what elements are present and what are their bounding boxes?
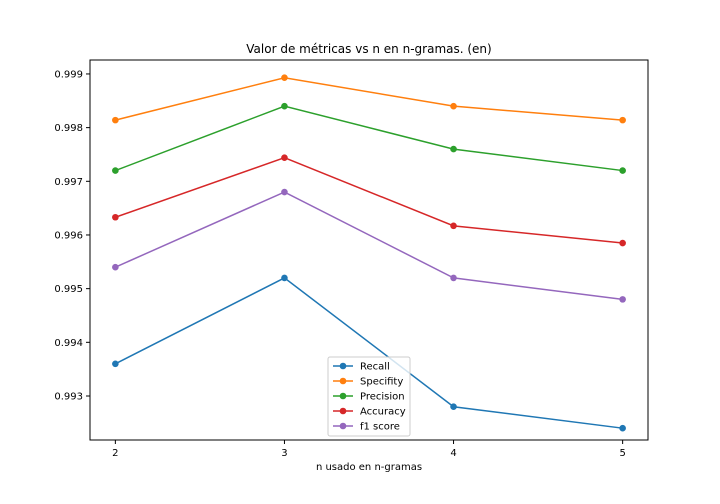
- x-tick-label: 4: [450, 448, 456, 459]
- legend-marker-f1-score: [339, 422, 347, 430]
- legend-label-specifity: Specifity: [360, 377, 403, 388]
- y-tick-label: 0.999: [54, 69, 83, 80]
- data-point-recall: [450, 403, 457, 411]
- y-tick-label: 0.996: [54, 230, 83, 241]
- legend-marker-accuracy: [339, 407, 347, 415]
- series-layer: [112, 74, 626, 432]
- data-point-accuracy: [281, 154, 288, 161]
- legend-marker-specifity: [339, 377, 347, 385]
- series-line-recall: [115, 277, 623, 429]
- data-point-recall: [281, 274, 288, 282]
- plot-area-frame: [89, 59, 649, 441]
- legend-label-f1-score: f1 score: [360, 422, 400, 433]
- y-tick-label: 0.993: [54, 391, 83, 402]
- data-point-accuracy: [112, 213, 119, 221]
- series-recall: [112, 274, 626, 432]
- series-line-accuracy: [115, 156, 623, 244]
- y-tick-label: 0.997: [54, 177, 83, 188]
- x-axis-label: n usado en n-gramas: [316, 462, 422, 473]
- series-specifity: [112, 74, 626, 124]
- data-point-f1-score: [619, 296, 626, 303]
- data-point-specifity: [619, 116, 626, 124]
- legend-label-accuracy: Accuracy: [360, 407, 406, 418]
- data-point-specifity: [112, 116, 119, 124]
- y-tick-label: 0.998: [54, 123, 83, 134]
- legend-marker-precision: [339, 392, 347, 400]
- x-axis: 2 3 4 5: [112, 440, 626, 459]
- x-tick-label: 2: [112, 448, 118, 459]
- data-point-recall: [112, 360, 119, 368]
- x-tick-label: 3: [281, 448, 287, 459]
- series-accuracy: [112, 154, 626, 247]
- legend-marker-recall: [339, 362, 347, 370]
- series-precision: [112, 102, 626, 174]
- data-point-f1-score: [281, 188, 288, 196]
- data-point-precision: [619, 167, 626, 174]
- y-tick-label: 0.994: [54, 338, 83, 349]
- data-point-accuracy: [450, 222, 457, 230]
- legend-label-recall: Recall: [360, 362, 390, 373]
- series-line-precision: [115, 105, 623, 172]
- legend-box: [327, 356, 411, 437]
- y-axis: 0.993 0.994 0.995 0.996 0.997 0.998 0.999: [54, 69, 90, 402]
- series-f1-score: [112, 188, 626, 303]
- data-point-f1-score: [112, 263, 119, 271]
- data-point-precision: [112, 167, 119, 174]
- data-point-precision: [450, 145, 457, 153]
- data-point-f1-score: [450, 274, 457, 282]
- legend-label-precision: Precision: [360, 392, 405, 403]
- chart-title: Valor de métricas vs n en n-gramas. (en): [246, 42, 491, 56]
- series-line-specifity: [115, 76, 623, 121]
- series-line-f1-score: [115, 191, 623, 301]
- x-tick-label: 5: [619, 448, 625, 459]
- data-point-recall: [619, 424, 626, 432]
- legend: Recall Specifity Precision Accuracy f1 score: [327, 356, 411, 437]
- data-point-precision: [281, 102, 288, 110]
- data-point-specifity: [450, 102, 457, 110]
- y-tick-label: 0.995: [54, 284, 83, 295]
- data-point-specifity: [281, 74, 288, 82]
- data-point-accuracy: [619, 239, 626, 247]
